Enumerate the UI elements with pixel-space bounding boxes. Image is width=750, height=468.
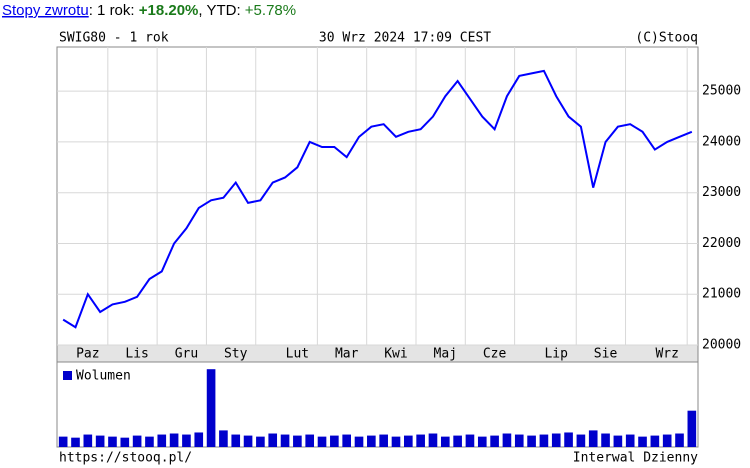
legend-swatch — [63, 371, 72, 380]
volume-bar — [588, 430, 598, 447]
volume-bar — [293, 435, 302, 447]
volume-bar — [428, 433, 438, 447]
x-tick-label: Lut — [286, 347, 309, 362]
volume-bar — [502, 433, 512, 447]
volume-bar — [231, 434, 241, 447]
volume-bar — [416, 434, 425, 447]
legend-label: Wolumen — [76, 369, 131, 384]
volume-bar — [342, 434, 351, 447]
volume-bar — [687, 410, 697, 447]
volume-bar — [539, 434, 549, 447]
volume-bar — [182, 434, 191, 447]
volume-bar — [58, 436, 68, 447]
volume-bar — [638, 436, 647, 447]
y-tick-label: 23000 — [702, 185, 741, 200]
x-tick-label: Paz — [76, 347, 99, 362]
x-tick-label: Sty — [224, 347, 248, 362]
volume-bar — [108, 436, 117, 447]
volume-bar — [305, 434, 315, 447]
x-tick-label: Wrz — [655, 347, 678, 362]
volume-bar — [613, 435, 623, 447]
link[interactable]: Stopy zwrotu — [2, 2, 89, 19]
volume-bar — [453, 435, 462, 447]
chart-title: SWIG80 - 1 rok — [59, 31, 169, 46]
value: +18.20% — [139, 2, 199, 19]
volume-bar — [465, 434, 475, 447]
volume-bar — [601, 433, 610, 447]
volume-bar — [132, 435, 142, 447]
volume-bar — [83, 434, 93, 447]
volume-bar — [367, 435, 376, 447]
volume-bar — [675, 433, 684, 447]
volume-bar — [120, 437, 130, 447]
label: , YTD: — [198, 2, 244, 19]
volume-bar — [477, 436, 487, 447]
header-text: Stopy zwrotu: 1 rok: +18.20%, YTD: +5.78… — [2, 2, 296, 19]
label: : 1 rok: — [89, 2, 139, 19]
x-tick-label: Lis — [125, 347, 148, 362]
source: (C)Stooq — [635, 31, 698, 46]
volume-bar — [219, 430, 228, 447]
x-tick-label: Kwi — [384, 347, 407, 362]
volume-bar — [268, 433, 278, 447]
x-tick-label: Mar — [335, 347, 359, 362]
y-tick-label: 25000 — [702, 84, 741, 99]
footer-url: https://stooq.pl/ — [59, 451, 192, 466]
volume-bar — [354, 436, 364, 447]
volume-bar — [391, 436, 401, 447]
volume-bar — [317, 436, 327, 447]
volume-bar — [169, 433, 179, 447]
volume-bar — [564, 432, 573, 447]
y-tick-label: 21000 — [702, 287, 741, 302]
x-tick-label: Gru — [175, 347, 198, 362]
x-tick-label: Lip — [544, 347, 568, 362]
x-tick-label: Maj — [434, 347, 457, 362]
volume-bar — [490, 435, 499, 447]
volume-bar — [527, 435, 536, 447]
volume-bar — [194, 432, 204, 447]
x-tick-label: Cze — [483, 347, 507, 362]
volume-bar — [440, 436, 450, 447]
subtitle: 30 Wrz 2024 17:09 CEST — [319, 31, 491, 46]
price-panel — [56, 46, 699, 346]
volume-bar — [576, 434, 586, 447]
volume-bar — [71, 437, 80, 447]
volume-bar — [650, 435, 660, 447]
volume-bar — [280, 434, 290, 447]
volume-bar — [379, 434, 388, 447]
volume-bar — [514, 434, 524, 447]
volume-bar — [145, 436, 154, 447]
value: +5.78% — [245, 2, 296, 19]
volume-bar — [330, 435, 339, 447]
volume-bar — [157, 434, 167, 447]
footer-interval: Interwal Dzienny — [573, 451, 698, 466]
volume-bar — [625, 434, 635, 447]
volume-bar — [551, 433, 561, 447]
volume-bar — [256, 436, 265, 447]
y-tick-label: 20000 — [702, 338, 741, 353]
volume-bar — [404, 435, 413, 447]
price-line — [62, 69, 693, 329]
volume-bar — [95, 435, 105, 447]
volume-bar — [206, 369, 216, 447]
y-tick-label: 22000 — [702, 236, 741, 251]
volume-bar — [243, 435, 253, 447]
volume-bar — [662, 434, 672, 447]
y-tick-label: 24000 — [702, 134, 741, 149]
x-tick-label: Sie — [594, 347, 618, 362]
